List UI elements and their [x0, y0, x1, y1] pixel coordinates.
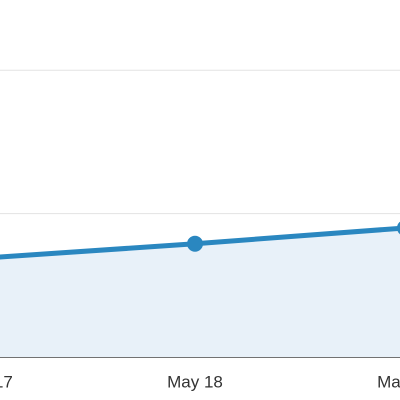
area-fill [0, 228, 400, 357]
x-tick-label: May 19 [377, 372, 400, 391]
point [397, 221, 400, 235]
x-tick-label: May 17 [0, 372, 13, 391]
x-tick-label: May 18 [167, 372, 223, 391]
point [187, 235, 203, 252]
